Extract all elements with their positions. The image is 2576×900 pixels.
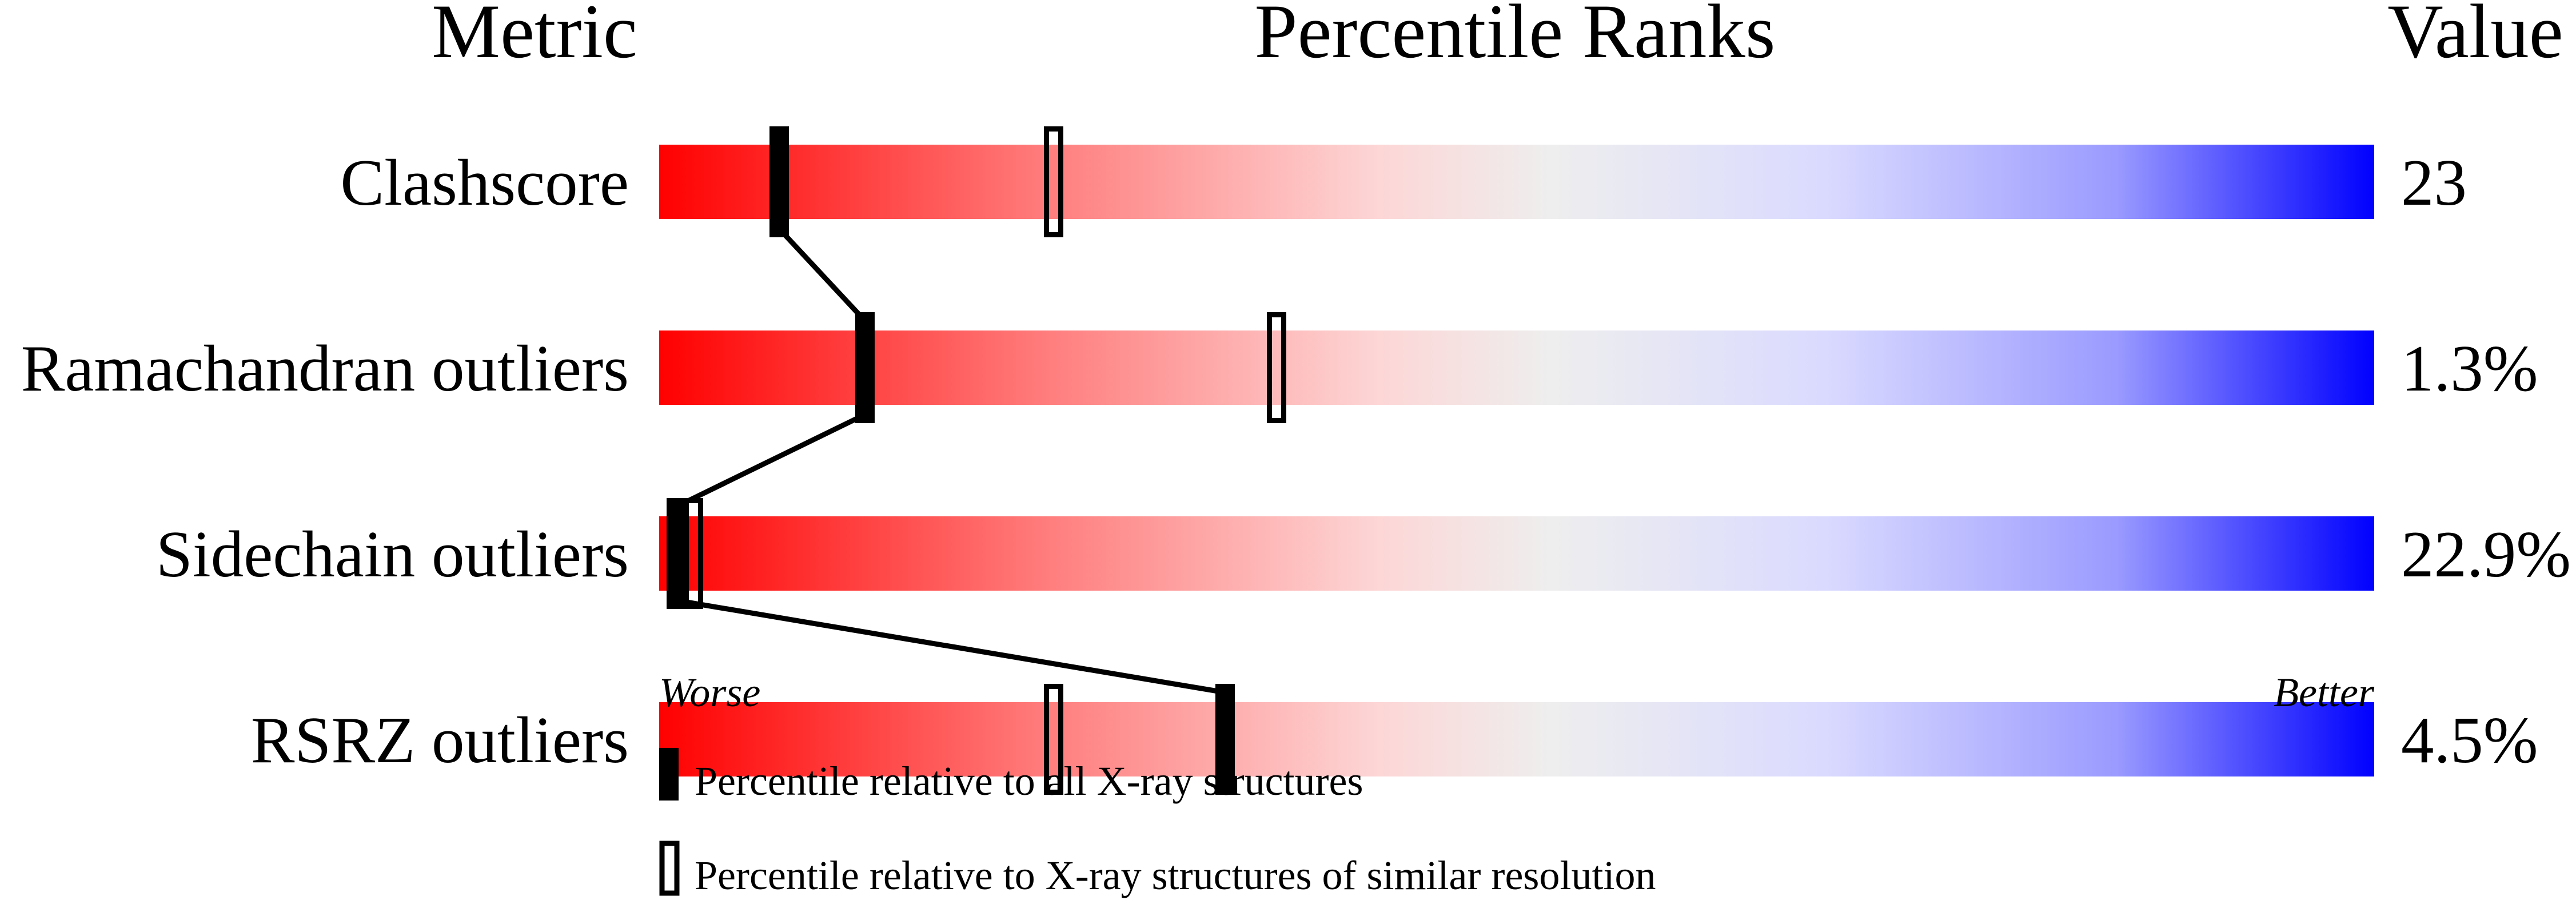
metric-label: Ramachandran outliers: [21, 332, 629, 405]
legend-filled-marker: [659, 748, 679, 801]
legend-label-similar: Percentile relative to X-ray structures …: [695, 853, 1656, 898]
marker-all-structures: [1215, 684, 1235, 795]
metric-value: 22.9%: [2401, 518, 2571, 591]
percentile-bar: [659, 516, 2374, 591]
metric-row: RSRZ outliers 4.5%: [251, 684, 2538, 795]
axis-label-worse: Worse: [659, 670, 760, 715]
percentile-bar: [659, 330, 2374, 405]
axis-label-better: Better: [2274, 670, 2375, 715]
header-metric: Metric: [432, 0, 637, 74]
marker-similar-resolution: [1044, 126, 1063, 237]
metric-label: Sidechain outliers: [156, 518, 629, 591]
connector-line: [676, 598, 1226, 695]
header-value: Value: [2387, 0, 2563, 74]
metric-value: 23: [2401, 146, 2467, 219]
marker-all-structures: [769, 126, 789, 237]
connector-line: [777, 226, 867, 323]
marker-similar-resolution: [1267, 312, 1286, 423]
marker-all-structures: [667, 498, 686, 609]
metric-value: 1.3%: [2401, 332, 2538, 405]
connector-line: [675, 412, 866, 509]
marker-all-structures: [855, 312, 875, 423]
percentile-bar: [659, 702, 2374, 776]
legend-open-marker: [659, 841, 680, 896]
metric-label: Clashscore: [340, 146, 629, 219]
metric-row: Clashscore 23: [340, 126, 2467, 237]
metric-value: 4.5%: [2401, 704, 2538, 776]
percentile-bar: [659, 145, 2374, 219]
metric-row: Sidechain outliers 22.9%: [156, 498, 2571, 609]
metric-label: RSRZ outliers: [251, 704, 629, 776]
legend-label-all: Percentile relative to all X-ray structu…: [695, 758, 1363, 804]
marker-similar-resolution: [1044, 684, 1063, 795]
metric-row: Ramachandran outliers 1.3%: [21, 312, 2538, 423]
header-percentile-ranks: Percentile Ranks: [1255, 0, 1776, 74]
